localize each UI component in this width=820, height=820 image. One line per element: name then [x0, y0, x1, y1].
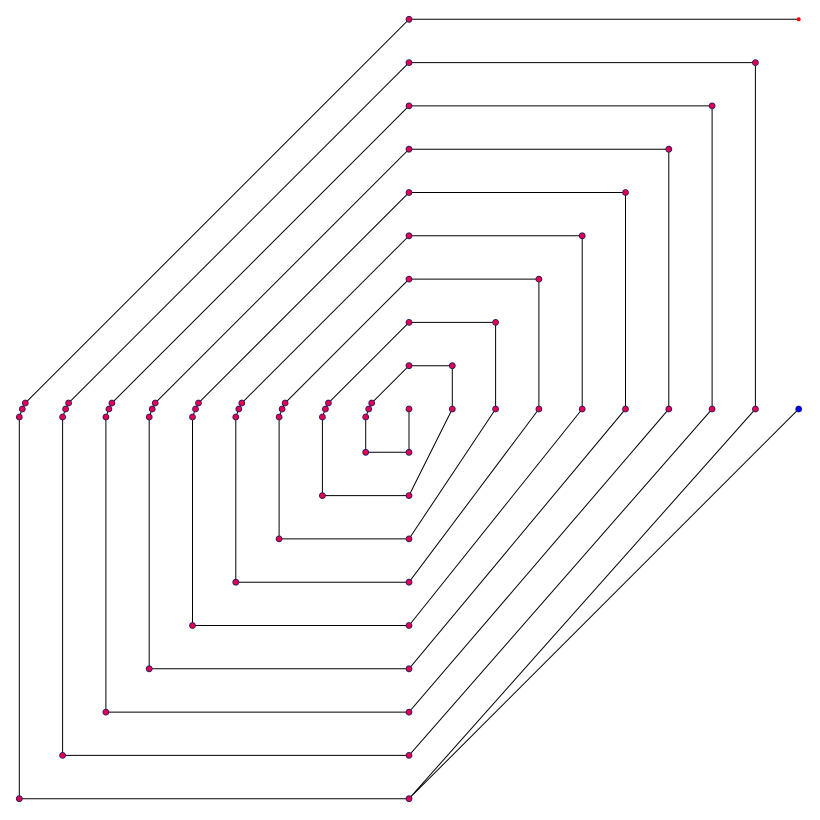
- graph-edge: [408, 408, 453, 496]
- graph-node: [405, 59, 413, 66]
- graph-node: [278, 405, 286, 413]
- graph-edge: [241, 235, 410, 404]
- graph-node: [145, 413, 153, 421]
- graph-node: [752, 59, 759, 66]
- graph-node: [195, 399, 202, 407]
- graph-node: [405, 795, 413, 803]
- graph-node: [151, 399, 159, 407]
- graph-node: [232, 578, 240, 586]
- graph-edge: [111, 105, 410, 404]
- graph-node: [368, 399, 376, 407]
- graph-node: [102, 413, 110, 421]
- graph-node: [362, 448, 370, 456]
- graph-node: [232, 413, 240, 421]
- graph-node: [448, 362, 456, 370]
- graph-node: [708, 405, 716, 413]
- graph-node: [405, 189, 413, 196]
- graph-node: [362, 413, 370, 421]
- graph-node: [448, 405, 456, 413]
- graph-edge: [408, 408, 670, 713]
- graph-node: [15, 795, 23, 803]
- graph-node: [189, 622, 196, 629]
- graph-edge: [408, 408, 756, 800]
- graph-node: [405, 405, 413, 413]
- graph-node: [275, 535, 283, 543]
- graph-edge: [284, 278, 410, 404]
- graph-node: [665, 405, 673, 413]
- graph-node: [405, 232, 413, 240]
- graph-edge: [154, 148, 410, 404]
- graph-node: [405, 275, 413, 283]
- graph-edge: [68, 62, 410, 404]
- graph-node: [405, 102, 413, 110]
- graph-node: [59, 413, 66, 421]
- graph-node: [318, 492, 326, 500]
- graph-node: [62, 405, 69, 413]
- graph-node: [318, 413, 326, 421]
- graph-node: [321, 405, 329, 413]
- graph-node: [405, 318, 413, 326]
- start-node: [795, 405, 803, 413]
- graph-edge: [408, 408, 713, 756]
- graph-node: [405, 752, 413, 759]
- graph-node: [405, 578, 413, 586]
- graph-node: [65, 399, 72, 407]
- graph-edge: [408, 408, 497, 540]
- graph-edge: [371, 365, 410, 404]
- graph-node: [405, 145, 413, 153]
- graph-node: [365, 405, 373, 413]
- graph-edge: [408, 408, 800, 800]
- graph-edge: [24, 18, 410, 404]
- graph-edges: [18, 18, 800, 800]
- graph-node: [15, 413, 23, 421]
- graph-node: [752, 405, 759, 413]
- graph-node: [535, 405, 543, 413]
- graph-edge: [198, 192, 410, 404]
- graph-nodes: [15, 15, 803, 803]
- graph-node: [21, 399, 29, 407]
- graph-edge: [408, 408, 583, 626]
- graph-node: [238, 399, 246, 407]
- graph-node: [578, 232, 586, 240]
- graph-node: [708, 102, 716, 110]
- graph-edge: [328, 322, 410, 404]
- graph-node: [405, 708, 413, 716]
- graph-node: [405, 448, 413, 456]
- end-node: [796, 17, 801, 22]
- graph-node: [59, 752, 66, 759]
- graph-node: [281, 399, 289, 407]
- graph-node: [405, 492, 413, 500]
- graph-node: [405, 15, 413, 23]
- graph-node: [405, 535, 413, 543]
- graph-edge: [408, 408, 626, 670]
- graph-node: [192, 405, 199, 413]
- graph-node: [324, 399, 332, 407]
- graph-node: [622, 405, 629, 413]
- graph-node: [405, 665, 413, 673]
- graph-node: [148, 405, 156, 413]
- graph-node: [102, 708, 110, 716]
- graph-node: [405, 622, 413, 629]
- graph-edge: [408, 408, 540, 583]
- graph-node: [405, 362, 413, 370]
- graph-node: [275, 413, 283, 421]
- graph-node: [492, 318, 500, 326]
- graph-node: [578, 405, 586, 413]
- graph-node: [535, 275, 543, 283]
- graph-node: [189, 413, 196, 421]
- graph-node: [665, 145, 673, 153]
- graph-node: [108, 399, 116, 407]
- graph-node: [105, 405, 113, 413]
- graph-node: [145, 665, 153, 673]
- graph-node: [492, 405, 500, 413]
- graph-node: [622, 189, 629, 196]
- graph-node: [235, 405, 243, 413]
- graph-node: [18, 405, 26, 413]
